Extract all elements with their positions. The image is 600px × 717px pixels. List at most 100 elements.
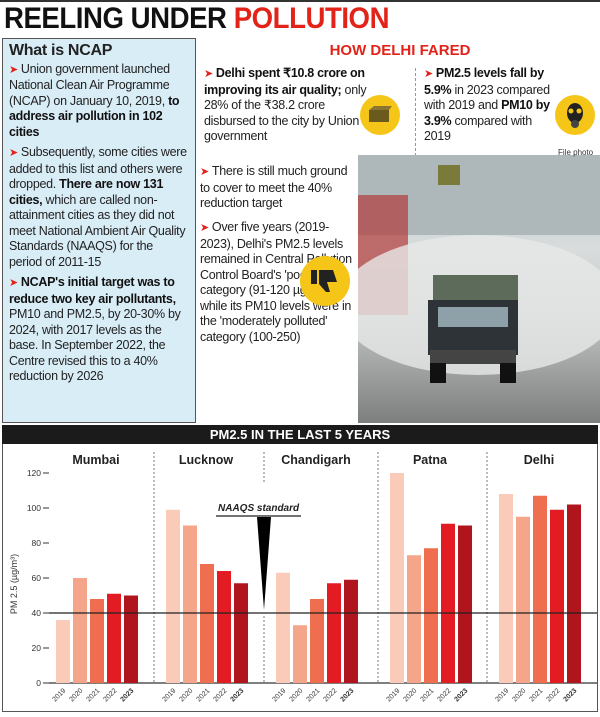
x-tick-label: 2021: [305, 687, 321, 703]
x-tick-label: 2023: [119, 687, 135, 703]
y-tick-label: 20: [32, 643, 42, 653]
delhi-spent: ➤ Delhi spent ₹10.8 crore on improving it…: [204, 66, 374, 145]
x-tick-label: 2023: [339, 687, 355, 703]
bar-mumbai-2021: [90, 599, 104, 683]
text-bold: Delhi spent ₹10.8 crore on improving its…: [204, 66, 365, 97]
group-label: Patna: [413, 453, 448, 467]
x-tick-label: 2020: [402, 687, 418, 703]
money-bundle-icon: [360, 95, 400, 135]
delhi-ground: ➤ There is still much ground to cover to …: [200, 164, 358, 212]
gas-mask-icon: [555, 95, 595, 135]
bar-chandigarh-2019: [276, 572, 290, 683]
bar-mumbai-2023: [124, 595, 138, 683]
group-label: Mumbai: [72, 453, 119, 467]
bar-patna-2020: [407, 555, 421, 683]
text: which are called non-attainment cities a…: [9, 192, 186, 269]
bar-chandigarh-2020: [293, 625, 307, 683]
group-label: Lucknow: [179, 453, 233, 467]
chart-title: PM2.5 IN THE LAST 5 YEARS: [2, 425, 598, 444]
bar-delhi-2020: [516, 516, 530, 683]
text: in 2023 compared with 2019 and: [424, 82, 550, 113]
x-tick-label: 2019: [161, 687, 177, 703]
ncap-point: ➤ Subsequently, some cities were added to…: [9, 145, 189, 270]
y-tick-label: 0: [36, 678, 41, 688]
bar-mumbai-2020: [73, 578, 87, 683]
bar-patna-2023: [458, 525, 472, 683]
x-tick-label: 2023: [562, 687, 578, 703]
ncap-point: ➤ Union government launched National Clea…: [9, 62, 189, 141]
delhi-heading: HOW DELHI FARED: [329, 42, 471, 59]
title-part1: REELING UNDER: [4, 2, 227, 35]
y-tick-label: 40: [32, 608, 42, 618]
arrow-icon: ➤: [9, 63, 18, 76]
x-tick-label: 2022: [436, 687, 452, 703]
x-tick-label: 2021: [528, 687, 544, 703]
text-bold: NCAP's initial target was to reduce two …: [9, 275, 176, 306]
naaqs-pointer: [257, 517, 271, 610]
bar-chandigarh-2023: [344, 579, 358, 683]
bar-delhi-2021: [533, 495, 547, 683]
truck-smog-photo: [358, 155, 600, 423]
arrow-icon: ➤: [200, 166, 209, 178]
y-tick-label: 100: [27, 503, 41, 513]
bar-lucknow-2020: [183, 525, 197, 683]
page-title: REELING UNDER POLLUTION: [4, 2, 390, 36]
x-tick-label: 2019: [271, 687, 287, 703]
bar-delhi-2019: [499, 494, 513, 683]
bar-lucknow-2021: [200, 564, 214, 683]
text-bold: PM10 by 3.9%: [424, 98, 550, 128]
text: There is still much ground to cover to m…: [200, 164, 348, 210]
x-tick-label: 2020: [68, 687, 84, 703]
text-bold: PM2.5 levels fall by 5.9%: [424, 66, 544, 97]
naaqs-label: NAAQS standard: [218, 503, 300, 514]
ncap-panel: What is NCAP ➤ Union government launched …: [2, 38, 196, 423]
bar-delhi-2022: [550, 509, 564, 683]
arrow-icon: ➤: [9, 147, 18, 159]
text: only 28% of the ₹38.2 crore disbursed to…: [204, 82, 367, 144]
group-label: Chandigarh: [281, 453, 350, 467]
bar-lucknow-2023: [234, 583, 248, 683]
bar-patna-2022: [441, 523, 455, 683]
bar-patna-2021: [424, 548, 438, 683]
text-bold: to address air pollution in 102 cities: [9, 93, 180, 139]
x-tick-label: 2019: [494, 687, 510, 703]
x-tick-label: 2020: [178, 687, 194, 703]
bar-lucknow-2022: [217, 571, 231, 683]
text: Subsequently, some cities were added to …: [9, 145, 187, 191]
arrow-icon: ➤: [9, 277, 18, 289]
text: PM10 and PM2.5, by 20-30% by 2024, with …: [9, 307, 181, 383]
x-tick-label: 2022: [322, 687, 338, 703]
x-tick-label: 2020: [511, 687, 527, 703]
arrow-icon: ➤: [424, 68, 433, 80]
y-tick-label: 80: [32, 538, 42, 548]
x-tick-label: 2020: [288, 687, 304, 703]
pm25-chart: PM 2.5 (µg/m³) 0 20 40 60 80 100 120 Mumbai 2019 2…: [2, 444, 598, 712]
y-tick-label: 60: [32, 573, 42, 583]
x-tick-label: 2019: [385, 687, 401, 703]
bar-delhi-2023: [567, 504, 581, 683]
x-tick-label: 2022: [102, 687, 118, 703]
x-tick-label: 2022: [212, 687, 228, 703]
text-bold: There are now 131 cities,: [9, 177, 164, 207]
delhi-fall: ➤ PM2.5 levels fall by 5.9% in 2023 compa…: [424, 66, 560, 145]
bar-mumbai-2019: [56, 620, 70, 683]
y-axis-label: PM 2.5 (µg/m³): [9, 554, 19, 614]
x-tick-label: 2022: [545, 687, 561, 703]
x-tick-label: 2023: [229, 687, 245, 703]
x-tick-label: 2021: [195, 687, 211, 703]
bar-mumbai-2022: [107, 593, 121, 683]
x-tick-label: 2023: [453, 687, 469, 703]
top-rule: [0, 0, 600, 2]
x-tick-label: 2019: [51, 687, 67, 703]
x-tick-label: 2021: [85, 687, 101, 703]
bar-patna-2019: [390, 473, 404, 683]
x-tick-label: 2021: [419, 687, 435, 703]
ncap-point: ➤ NCAP's initial target was to reduce two…: [9, 275, 189, 385]
file-photo-caption: File photo: [558, 148, 594, 157]
arrow-icon: ➤: [204, 68, 213, 80]
text: Union government launched National Clean…: [9, 61, 170, 108]
y-tick-label: 120: [27, 468, 41, 478]
divider: [415, 68, 416, 156]
bar-chandigarh-2021: [310, 599, 324, 683]
